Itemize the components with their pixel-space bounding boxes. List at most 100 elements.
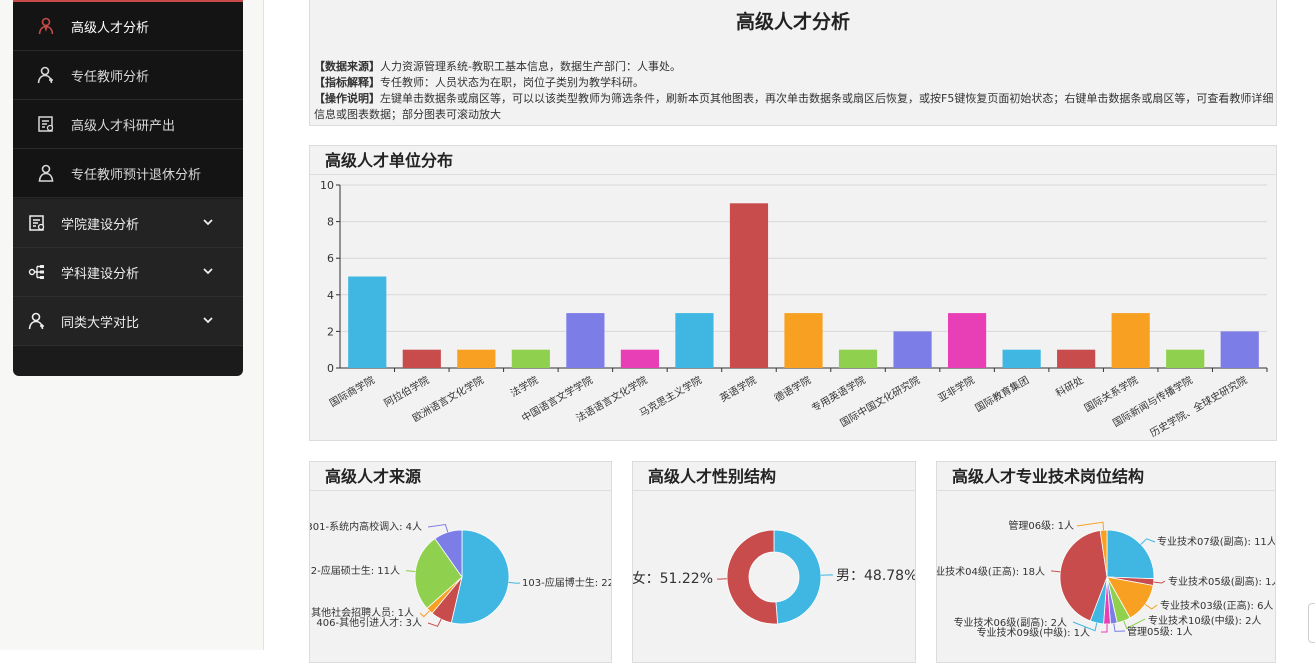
sidebar: 高级人才分析 专任教师分析 高级人才科研产出 专任教师预计退休分析 学院建设分 [13,0,243,376]
x-tick-label: 英语学院 [717,373,758,404]
slice-label: 103-应届博士生: 22 [522,576,611,589]
y-tick-label: 6 [327,252,334,265]
talent-source-title: 高级人才来源 [310,462,611,491]
scroll-handle[interactable] [1308,603,1315,643]
bar[interactable] [1166,350,1204,368]
bar[interactable] [948,313,986,368]
sidebar-item-discipline-construction[interactable]: 学科建设分析 [13,248,243,297]
sidebar-item-retirement-analysis[interactable]: 专任教师预计退休分析 [13,149,243,198]
bar[interactable] [784,313,822,368]
data-source-line: 【数据来源】人力资源管理系统-教职工基本信息，数据生产部门：人事处。 [314,59,1274,75]
pie-slice[interactable] [774,530,821,624]
sidebar-item-label: 专任教师分析 [71,66,149,85]
label-leader [1077,522,1104,530]
x-tick-label: 法学院 [508,373,540,399]
bar[interactable] [1112,313,1150,368]
y-tick-label: 2 [327,325,334,338]
x-tick-label: 亚非学院 [935,373,976,404]
report-icon [37,115,55,133]
slice-label: 女：51.22% [633,570,713,587]
label-leader [509,582,520,583]
gender-structure-panel: 高级人才性别结构 男：48.78% 女：51.22% [632,461,916,663]
gender-structure-chart[interactable]: 男：48.78% 女：51.22% [633,491,915,662]
bar[interactable] [839,350,877,368]
x-tick-label: 历史学院、全球史研究院 [1147,373,1249,439]
bar[interactable] [1221,331,1259,368]
label-leader [1051,571,1060,572]
label-leader [1141,539,1155,545]
slice-label: 管理06级: 1人 [1008,519,1074,532]
unit-distribution-chart[interactable]: 0246810国际商学院阿拉伯学院欧洲语言文化学院法学院中国语言文学学院法语语言… [310,175,1276,440]
slice-label: 专业技术06级(副高): 2人 [954,616,1067,629]
x-tick-label: 阿拉伯学院 [381,373,431,409]
label-leader [1114,623,1125,631]
metric-line: 【指标解释】专任教师：人员状态为在职，岗位子类别为教学科研。 [314,75,1274,91]
slice-label: 专业技术05级(副高): 1人 [1168,575,1275,588]
label-leader [428,619,441,626]
sidebar-item-talent-analysis[interactable]: 高级人才分析 [13,2,243,51]
data-source-label: 【数据来源】 [314,60,380,73]
sidebar-item-peer-comparison[interactable]: 同类大学对比 [13,297,243,346]
label-leader [1145,604,1157,609]
vertical-divider [263,0,264,650]
position-structure-title: 高级人才专业技术岗位结构 [937,462,1275,491]
bar[interactable] [403,350,441,368]
report-icon [28,214,46,232]
sidebar-item-label: 高级人才分析 [71,17,149,36]
position-structure-panel: 高级人才专业技术岗位结构 专业技术07级(副高): 11人专业技术05级(副高)… [936,461,1276,663]
hierarchy-icon [28,263,46,281]
slice-label: 02-应届硕士生: 11人 [310,564,400,577]
x-tick-label: 国际教育集团 [973,373,1031,414]
operation-line: 【操作说明】左键单击数据条或扇区等，可以以该类型教师为筛选条件，刷新本页其他图表… [314,91,1274,123]
y-tick-label: 10 [320,179,334,192]
label-leader [1101,624,1107,632]
operation-text: 左键单击数据条或扇区等，可以以该类型教师为筛选条件，刷新本页其他图表，再次单击数… [314,92,1273,121]
bar[interactable] [1057,350,1095,368]
chevron-down-icon [202,216,214,228]
x-tick-label: 国际商学院 [327,373,377,409]
sidebar-item-label: 高级人才科研产出 [71,115,175,134]
gender-structure-title: 高级人才性别结构 [633,462,915,491]
unit-distribution-title: 高级人才单位分布 [310,146,1276,175]
user-icon [37,17,55,35]
sidebar-item-research-output[interactable]: 高级人才科研产出 [13,100,243,149]
pie-slice[interactable] [727,530,778,624]
slice-label: 专业技术04级(正高): 18人 [937,565,1045,578]
slice-label: 男：48.78% [836,568,915,584]
pie-slice[interactable] [1107,530,1154,579]
y-tick-label: 8 [327,216,334,229]
bar[interactable] [457,350,495,368]
teacher-icon [28,312,46,330]
label-leader [428,525,448,533]
teacher-icon [37,66,55,84]
label-leader [1154,581,1165,583]
bar[interactable] [1003,350,1041,368]
slice-label: 专业技术07级(副高): 11人 [1157,535,1275,548]
chevron-down-icon [202,314,214,326]
sidebar-item-teacher-analysis[interactable]: 专任教师分析 [13,51,243,100]
sidebar-item-college-construction[interactable]: 学院建设分析 [13,199,243,248]
bar[interactable] [621,350,659,368]
page-title: 高级人才分析 [310,7,1276,34]
bar[interactable] [512,350,550,368]
slice-label: 专业技术03级(正高): 6人 [1160,599,1273,612]
sidebar-item-label: 学科建设分析 [61,263,139,282]
user-icon [37,164,55,182]
x-tick-label: 科研处 [1053,373,1085,399]
bar[interactable] [348,277,386,369]
data-source-text: 人力资源管理系统-教职工基本信息，数据生产部门：人事处。 [380,60,681,73]
bar[interactable] [893,331,931,368]
y-tick-label: 0 [327,362,334,375]
y-tick-label: 4 [327,289,334,302]
bar[interactable] [566,313,604,368]
bar[interactable] [730,203,768,368]
sidebar-item-label: 专任教师预计退休分析 [71,164,201,183]
label-leader [420,611,429,617]
slice-label: 其他社会招聘人员: 1人 [311,606,414,619]
sidebar-item-label: 学院建设分析 [61,214,139,233]
bar[interactable] [675,313,713,368]
info-panel: 高级人才分析 【数据来源】人力资源管理系统-教职工基本信息，数据生产部门：人事处… [309,0,1277,126]
